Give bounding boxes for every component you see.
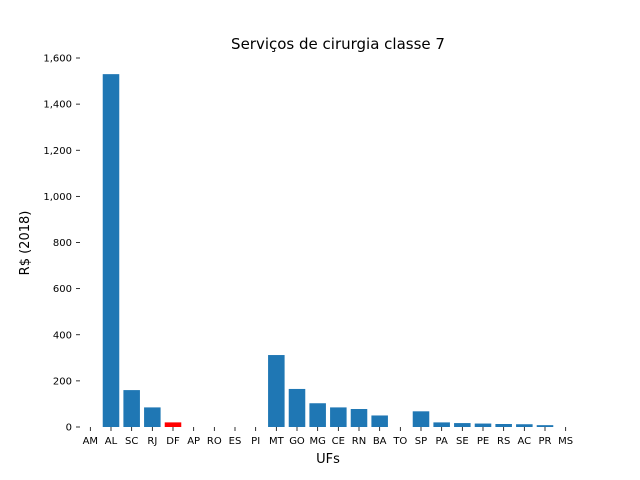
y-tick-label: 1,200: [43, 146, 72, 157]
x-tick-label: RN: [352, 436, 366, 447]
bar-ce: [330, 407, 347, 427]
y-axis: 0 200 400 600 800 1,000 1,200 1,400 1,600: [43, 54, 80, 434]
y-tick-label: 0: [66, 423, 72, 434]
bar-ba: [371, 415, 388, 427]
x-tick-label: GO: [289, 436, 305, 447]
x-axis-label: UFs: [316, 452, 340, 467]
bar-se: [454, 423, 471, 427]
x-tick-label: PI: [251, 436, 260, 447]
bar-rs: [495, 424, 512, 427]
bar-go: [288, 388, 306, 427]
x-tick-label: AL: [105, 436, 118, 447]
y-tick-label: 1,600: [43, 54, 72, 65]
bar-sc: [123, 390, 140, 427]
x-tick-label: ES: [229, 436, 242, 447]
x-tick-label: AP: [187, 436, 200, 447]
bar-al: [102, 74, 120, 428]
bars: [102, 74, 554, 428]
bar-df: [164, 422, 182, 427]
bar-rn: [350, 409, 368, 427]
x-tick-label: SC: [125, 436, 138, 447]
x-tick-label: RJ: [147, 436, 157, 447]
y-tick-label: 600: [53, 284, 72, 295]
x-tick-label: RS: [497, 436, 510, 447]
x-tick-label: BA: [373, 436, 387, 447]
y-tick-label: 1,400: [43, 100, 72, 111]
x-tick-label: MG: [309, 436, 325, 447]
x-tick-label: PR: [539, 436, 552, 447]
y-tick-label: 800: [53, 238, 72, 249]
bar-sp: [412, 411, 430, 427]
bar-mt: [268, 355, 285, 427]
x-tick-label: RO: [207, 436, 222, 447]
y-tick-label: 200: [53, 376, 72, 387]
x-tick-label: MS: [558, 436, 573, 447]
x-tick-label: MT: [269, 436, 285, 447]
x-tick-label: CE: [332, 436, 345, 447]
bar-mg: [309, 403, 326, 427]
bar-ac: [516, 424, 533, 427]
x-tick-label: TO: [392, 436, 407, 447]
x-tick-label: SE: [456, 436, 469, 447]
x-tick-label: AM: [83, 436, 98, 447]
x-tick-label: PE: [477, 436, 489, 447]
chart-title: Serviços de cirurgia classe 7: [231, 35, 445, 53]
x-tick-label: SP: [415, 436, 427, 447]
x-tick-label: AC: [518, 436, 532, 447]
bar-pa: [433, 422, 450, 427]
y-axis-label: R$ (2018): [18, 211, 33, 276]
bar-pe: [474, 423, 492, 427]
bar-pr: [536, 425, 554, 427]
x-tick-label: PA: [436, 436, 448, 447]
bar-rj: [144, 407, 161, 427]
y-tick-label: 400: [53, 330, 72, 341]
x-axis: AM AL SC RJ DF AP RO ES PI MT GO MG CE RN BA TO SP PA SE PE…: [83, 427, 573, 447]
x-tick-label: DF: [166, 436, 180, 447]
y-tick-label: 1,000: [43, 192, 72, 203]
